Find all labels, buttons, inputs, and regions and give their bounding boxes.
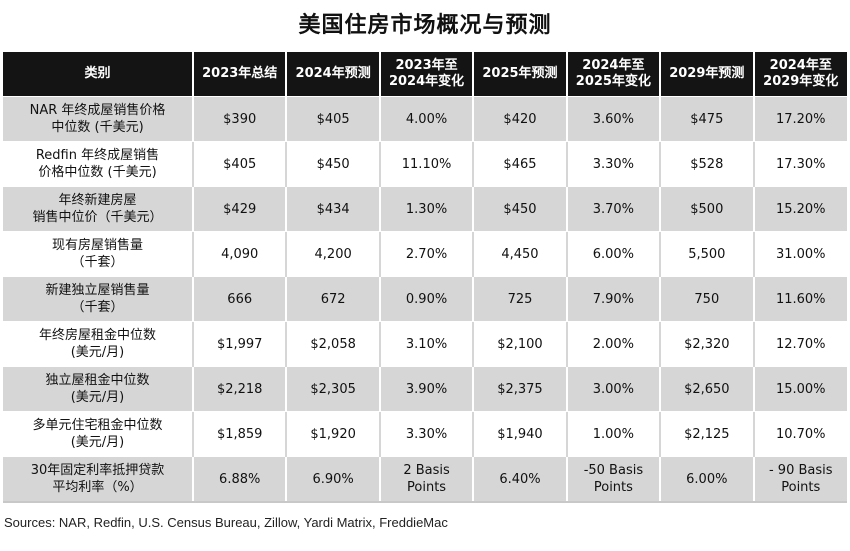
column-header: 2024年至 2025年变化 — [565, 52, 661, 97]
row-category-cell: 年终新建房屋 销售中位价（千美元） — [3, 186, 193, 232]
table-row: NAR 年终成屋销售价格 中位数 (千美元) $390 $405 4.00% $420 3.… — [3, 96, 847, 142]
value-cell: 6.00% — [659, 456, 754, 503]
value-cell: -50 Basis Points — [565, 456, 661, 503]
value-cell: 31.00% — [752, 231, 847, 277]
value-cell: 11.60% — [752, 276, 847, 322]
value-cell: - 90 Basis Points — [752, 456, 847, 503]
value-cell: 6.00% — [565, 231, 661, 277]
value-cell: 5,500 — [659, 231, 754, 277]
value-cell: 2 Basis Points — [378, 456, 474, 503]
value-cell: $1,859 — [191, 411, 287, 457]
value-cell: 750 — [659, 276, 754, 322]
value-cell: 725 — [472, 276, 567, 322]
value-cell: $450 — [472, 186, 567, 232]
value-cell: $2,058 — [285, 321, 380, 367]
value-cell: 4,090 — [191, 231, 287, 277]
value-cell: 10.70% — [752, 411, 847, 457]
value-cell: 3.90% — [378, 366, 474, 412]
row-category-cell: 独立屋租金中位数 (美元/月) — [3, 366, 193, 412]
value-cell: 7.90% — [565, 276, 661, 322]
value-cell: $420 — [472, 96, 567, 142]
row-category-cell: NAR 年终成屋销售价格 中位数 (千美元) — [3, 96, 193, 142]
value-cell: 6.40% — [472, 456, 567, 503]
value-cell: $434 — [285, 186, 380, 232]
column-header: 类别 — [3, 52, 193, 97]
table-row: 30年固定利率抵押贷款 平均利率（%） 6.88% 6.90% 2 Basis Point… — [3, 456, 847, 503]
table-row: 现有房屋销售量 （千套） 4,090 4,200 2.70% 4,450 6.00% 5,50… — [3, 231, 847, 277]
table-row: 多单元住宅租金中位数 (美元/月) $1,859 $1,920 3.30% $1,940 1… — [3, 411, 847, 457]
value-cell: 3.60% — [565, 96, 661, 142]
column-header: 2024年预测 — [285, 52, 380, 97]
value-cell: 15.20% — [752, 186, 847, 232]
value-cell: $2,100 — [472, 321, 567, 367]
value-cell: $2,305 — [285, 366, 380, 412]
value-cell: 3.30% — [378, 411, 474, 457]
value-cell: $2,125 — [659, 411, 754, 457]
row-category-cell: 现有房屋销售量 （千套） — [3, 231, 193, 277]
page-title: 美国住房市场概况与预测 — [298, 13, 552, 38]
row-category-cell: 新建独立屋销售量 （千套） — [3, 276, 193, 322]
column-header: 2024年至 2029年变化 — [752, 52, 847, 97]
value-cell: 17.20% — [752, 96, 847, 142]
column-header: 2023年至 2024年变化 — [378, 52, 474, 97]
forecast-table: 类别 2023年总结 2024年预测 2023年至 2024年变化 2025年预测… — [3, 52, 847, 503]
value-cell: $1,920 — [285, 411, 380, 457]
table-row: 年终新建房屋 销售中位价（千美元） $429 $434 1.30% $450 3.70% $5… — [3, 186, 847, 232]
row-category-cell: 年终房屋租金中位数 (美元/月) — [3, 321, 193, 367]
value-cell: 2.00% — [565, 321, 661, 367]
value-cell: $2,320 — [659, 321, 754, 367]
header-row: 类别 2023年总结 2024年预测 2023年至 2024年变化 2025年预测… — [3, 52, 847, 97]
value-cell: 3.30% — [565, 141, 661, 187]
value-cell: 4,200 — [285, 231, 380, 277]
table-row: 独立屋租金中位数 (美元/月) $2,218 $2,305 3.90% $2,375 3.0… — [3, 366, 847, 412]
value-cell: 666 — [191, 276, 287, 322]
value-cell: $2,375 — [472, 366, 567, 412]
value-cell: $528 — [659, 141, 754, 187]
value-cell: $2,218 — [191, 366, 287, 412]
value-cell: 3.10% — [378, 321, 474, 367]
value-cell: $475 — [659, 96, 754, 142]
value-cell: 4,450 — [472, 231, 567, 277]
value-cell: 15.00% — [752, 366, 847, 412]
table-row: Redfin 年终成屋销售 价格中位数 (千美元) $405 $450 11.10% $4… — [3, 141, 847, 187]
row-category-cell: 30年固定利率抵押贷款 平均利率（%） — [3, 456, 193, 503]
sources-note: Sources: NAR, Redfin, U.S. Census Bureau… — [4, 515, 448, 530]
value-cell: 12.70% — [752, 321, 847, 367]
value-cell: 17.30% — [752, 141, 847, 187]
value-cell: 0.90% — [378, 276, 474, 322]
value-cell: 1.00% — [565, 411, 661, 457]
value-cell: 6.88% — [191, 456, 287, 503]
value-cell: $1,997 — [191, 321, 287, 367]
value-cell: 4.00% — [378, 96, 474, 142]
table-row: 新建独立屋销售量 （千套） 666 672 0.90% 725 7.90% 750 11.60% — [3, 276, 847, 322]
column-header: 2023年总结 — [191, 52, 287, 97]
column-header: 2029年预测 — [659, 52, 754, 97]
value-cell: 672 — [285, 276, 380, 322]
value-cell: $465 — [472, 141, 567, 187]
value-cell: 2.70% — [378, 231, 474, 277]
row-category-cell: 多单元住宅租金中位数 (美元/月) — [3, 411, 193, 457]
value-cell: $1,940 — [472, 411, 567, 457]
value-cell: 3.00% — [565, 366, 661, 412]
value-cell: $500 — [659, 186, 754, 232]
column-header: 2025年预测 — [472, 52, 567, 97]
value-cell: $450 — [285, 141, 380, 187]
value-cell: $405 — [285, 96, 380, 142]
table-row: 年终房屋租金中位数 (美元/月) $1,997 $2,058 3.10% $2,100 2.… — [3, 321, 847, 367]
row-category-cell: Redfin 年终成屋销售 价格中位数 (千美元) — [3, 141, 193, 187]
value-cell: 11.10% — [378, 141, 474, 187]
value-cell: $405 — [191, 141, 287, 187]
value-cell: 1.30% — [378, 186, 474, 232]
value-cell: $390 — [191, 96, 287, 142]
value-cell: 3.70% — [565, 186, 661, 232]
value-cell: 6.90% — [285, 456, 380, 503]
value-cell: $2,650 — [659, 366, 754, 412]
value-cell: $429 — [191, 186, 287, 232]
